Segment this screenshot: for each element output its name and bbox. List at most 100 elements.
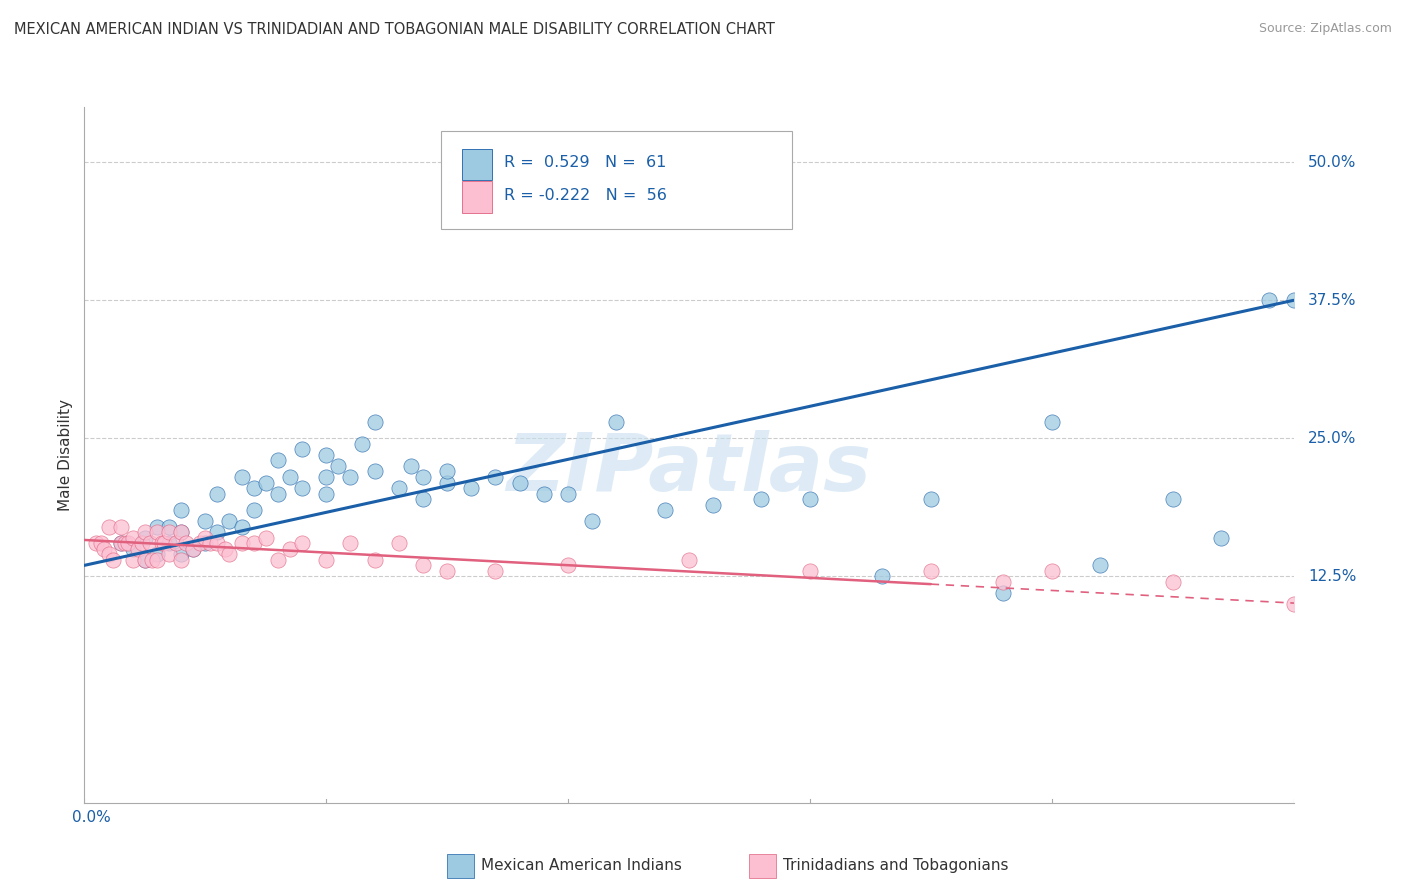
Point bbox=[1209, 531, 1232, 545]
Point bbox=[254, 475, 277, 490]
Point bbox=[114, 536, 136, 550]
Point bbox=[557, 486, 579, 500]
Point bbox=[363, 465, 385, 479]
Point bbox=[460, 481, 482, 495]
Point bbox=[412, 558, 434, 573]
Point bbox=[103, 553, 125, 567]
Point bbox=[291, 442, 314, 457]
Point bbox=[170, 525, 193, 540]
Point bbox=[1088, 558, 1111, 573]
Point bbox=[872, 569, 894, 583]
Point bbox=[605, 415, 627, 429]
Point bbox=[146, 525, 169, 540]
Point bbox=[153, 536, 176, 550]
Text: R =  0.529   N =  61: R = 0.529 N = 61 bbox=[503, 155, 666, 170]
Text: Source: ZipAtlas.com: Source: ZipAtlas.com bbox=[1258, 22, 1392, 36]
Point bbox=[110, 519, 132, 533]
Point bbox=[121, 553, 143, 567]
Point bbox=[181, 541, 204, 556]
Point bbox=[291, 536, 314, 550]
Text: 12.5%: 12.5% bbox=[1308, 569, 1357, 584]
Point bbox=[363, 553, 385, 567]
Point bbox=[110, 536, 132, 550]
Point bbox=[90, 536, 112, 550]
Point bbox=[218, 547, 240, 561]
Text: Trinidadians and Tobagonians: Trinidadians and Tobagonians bbox=[783, 858, 1008, 873]
Point bbox=[146, 553, 169, 567]
FancyBboxPatch shape bbox=[447, 854, 474, 878]
Point bbox=[436, 475, 458, 490]
Point bbox=[920, 492, 942, 507]
Point bbox=[1282, 597, 1305, 611]
Point bbox=[134, 553, 156, 567]
Point bbox=[1258, 293, 1281, 308]
Point bbox=[134, 531, 156, 545]
Point bbox=[352, 437, 374, 451]
FancyBboxPatch shape bbox=[441, 131, 792, 229]
Text: 0.0%: 0.0% bbox=[72, 810, 111, 825]
Point bbox=[1161, 574, 1184, 589]
Point bbox=[557, 558, 579, 573]
Point bbox=[134, 525, 156, 540]
Point bbox=[388, 536, 411, 550]
Point bbox=[315, 486, 337, 500]
Point bbox=[131, 536, 153, 550]
Text: R = -0.222   N =  56: R = -0.222 N = 56 bbox=[503, 188, 666, 202]
Point bbox=[207, 486, 229, 500]
Point bbox=[146, 519, 169, 533]
Point bbox=[315, 448, 337, 462]
Point bbox=[1282, 293, 1305, 308]
Point bbox=[328, 458, 350, 473]
Point bbox=[581, 514, 603, 528]
Point bbox=[194, 531, 217, 545]
Point bbox=[157, 547, 180, 561]
Point bbox=[315, 470, 337, 484]
Text: MEXICAN AMERICAN INDIAN VS TRINIDADIAN AND TOBAGONIAN MALE DISABILITY CORRELATIO: MEXICAN AMERICAN INDIAN VS TRINIDADIAN A… bbox=[14, 22, 775, 37]
Point bbox=[86, 536, 108, 550]
Point bbox=[97, 519, 120, 533]
Point bbox=[207, 536, 229, 550]
Text: 25.0%: 25.0% bbox=[1308, 431, 1357, 446]
Point bbox=[157, 525, 180, 540]
Point bbox=[678, 553, 700, 567]
Point bbox=[121, 531, 143, 545]
FancyBboxPatch shape bbox=[461, 181, 492, 213]
Text: 50.0%: 50.0% bbox=[1308, 154, 1357, 169]
Point bbox=[412, 470, 434, 484]
Text: Mexican American Indians: Mexican American Indians bbox=[481, 858, 682, 873]
Point bbox=[231, 519, 253, 533]
Point bbox=[267, 553, 290, 567]
Point bbox=[315, 553, 337, 567]
Point bbox=[1040, 415, 1063, 429]
Point bbox=[138, 536, 160, 550]
Y-axis label: Male Disability: Male Disability bbox=[58, 399, 73, 511]
Point bbox=[399, 458, 422, 473]
Point bbox=[231, 470, 253, 484]
Point bbox=[214, 541, 236, 556]
Point bbox=[170, 503, 193, 517]
Point bbox=[436, 564, 458, 578]
Point bbox=[533, 486, 555, 500]
Point bbox=[484, 564, 506, 578]
Point bbox=[157, 536, 180, 550]
Point bbox=[388, 481, 411, 495]
Point bbox=[751, 492, 773, 507]
Point bbox=[267, 486, 290, 500]
Point bbox=[127, 541, 149, 556]
Point bbox=[242, 503, 264, 517]
Point bbox=[363, 415, 385, 429]
Point bbox=[190, 536, 212, 550]
Point bbox=[254, 531, 277, 545]
Point bbox=[1040, 564, 1063, 578]
Point bbox=[170, 547, 193, 561]
Point bbox=[207, 525, 229, 540]
Point bbox=[242, 536, 264, 550]
Point bbox=[157, 519, 180, 533]
Point bbox=[134, 553, 156, 567]
FancyBboxPatch shape bbox=[749, 854, 776, 878]
Point bbox=[110, 536, 132, 550]
Point bbox=[146, 547, 169, 561]
Point bbox=[174, 536, 197, 550]
Point bbox=[267, 453, 290, 467]
Point bbox=[799, 492, 821, 507]
